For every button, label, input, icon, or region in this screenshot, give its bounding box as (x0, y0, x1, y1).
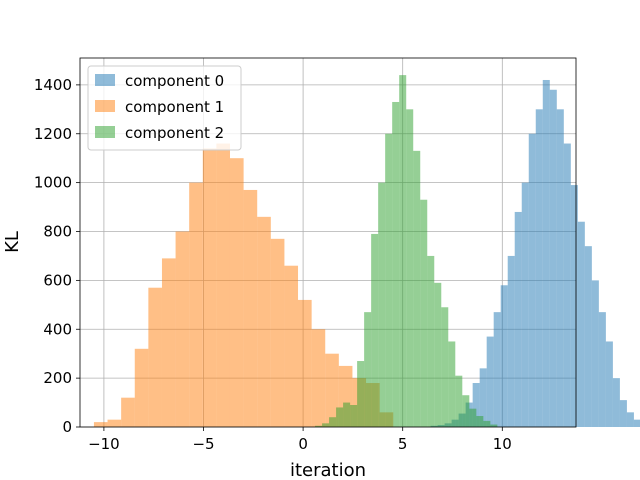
y-tick-label: 1400 (34, 76, 72, 94)
histogram-bar (521, 182, 529, 427)
histogram-bar (584, 246, 592, 427)
x-axis-label: iteration (290, 460, 366, 480)
histogram-bar (476, 416, 484, 427)
histogram-bar (549, 89, 557, 427)
histogram-bar (216, 143, 230, 428)
y-tick-label: 1200 (34, 125, 72, 143)
histogram-bar (413, 150, 421, 427)
legend-swatch-component-1 (95, 100, 115, 112)
histogram-bar (189, 182, 203, 427)
histogram-bar (507, 255, 515, 427)
histogram-bar (570, 185, 578, 427)
histogram-bar (175, 231, 190, 427)
histogram-bar (202, 148, 217, 427)
y-tick-label: 800 (43, 223, 72, 241)
y-tick-label: 200 (43, 369, 72, 387)
histogram-bar (598, 312, 606, 427)
histogram-bar (434, 282, 442, 427)
histogram-bar (350, 405, 358, 427)
tick-labels: −10 −5 0 5 10 0 200 400 600 800 1000 1200 1400 (34, 76, 512, 453)
histogram-bar (378, 182, 386, 427)
x-tick-label: 5 (398, 435, 408, 453)
histogram-bar (469, 408, 477, 427)
y-tick-label: 600 (43, 271, 72, 289)
histogram-bar (385, 133, 393, 427)
histogram-bar (399, 75, 407, 427)
histogram-bar (284, 265, 299, 427)
histogram-bar (514, 211, 522, 427)
histogram-bar (392, 101, 400, 427)
series-component-0 (430, 79, 640, 428)
legend-swatch-component-0 (95, 74, 115, 86)
series-component-2 (315, 75, 498, 428)
legend: component 0 component 1 component 2 (87, 65, 242, 151)
y-tick-label: 0 (62, 418, 72, 436)
histogram-bar (486, 336, 494, 427)
histogram-bar (563, 143, 571, 428)
histogram-bar (315, 425, 323, 427)
histogram-bar (479, 368, 487, 427)
histogram-bar (535, 109, 543, 428)
histogram-bar (472, 383, 480, 427)
histogram-bar (406, 109, 414, 428)
histogram-bar (161, 258, 176, 427)
y-tick-label: 1000 (34, 174, 72, 192)
plot-frame (79, 57, 577, 428)
x-tick-label: 10 (493, 435, 512, 453)
histogram-bar (626, 412, 634, 427)
histogram-bar (107, 419, 122, 427)
histogram-bar (455, 375, 463, 427)
series-component-1 (93, 143, 394, 428)
histogram-bar (441, 307, 449, 427)
histogram-bar (364, 312, 372, 427)
histogram-bar (325, 353, 339, 427)
histogram-bar (121, 397, 135, 427)
histogram-bar (577, 221, 585, 427)
histogram-bar (148, 287, 162, 427)
legend-label-component-1: component 1 (125, 98, 224, 116)
histogram-bar (93, 422, 108, 427)
histogram-bar (500, 285, 508, 427)
histogram-bar (420, 199, 428, 427)
histogram-bar (612, 378, 620, 427)
histogram-bar (311, 329, 326, 427)
histogram-bar (329, 417, 337, 427)
histogram-bar (462, 395, 470, 427)
histogram-bar (542, 79, 550, 427)
histogram-bar (322, 423, 330, 427)
histogram-bar (633, 419, 640, 427)
x-tick-label: −10 (88, 435, 120, 453)
legend-frame (87, 65, 242, 151)
x-tick-label: −5 (192, 435, 214, 453)
legend-label-component-2: component 2 (125, 124, 224, 142)
histogram-bar (605, 341, 613, 427)
histogram-bar (298, 299, 312, 427)
y-tick-label: 400 (43, 320, 72, 338)
histogram-bar (336, 407, 344, 427)
histogram-bar (270, 238, 285, 427)
histogram-bar (483, 420, 491, 427)
histogram-bars (93, 75, 640, 428)
histogram-bar (528, 133, 536, 427)
histogram-bar (343, 402, 351, 427)
x-tick-label: 0 (298, 435, 308, 453)
histogram-bar (619, 400, 627, 427)
histogram-bar (229, 158, 244, 427)
axis-ticks (76, 84, 503, 431)
histogram-bar (257, 216, 271, 427)
histogram-bar (427, 255, 435, 427)
legend-label-component-0: component 0 (125, 72, 224, 90)
histogram-bar (591, 280, 599, 427)
histogram-bar (134, 348, 149, 427)
histogram-bar (493, 312, 501, 427)
histogram-bar (243, 189, 258, 427)
legend-swatch-component-2 (95, 126, 115, 138)
histogram-bar (357, 361, 365, 427)
y-axis-label: KL (2, 231, 23, 253)
histogram-bar (448, 341, 456, 427)
histogram-bar (371, 233, 379, 427)
histogram-bar (556, 109, 564, 428)
histogram-bar (490, 424, 498, 427)
